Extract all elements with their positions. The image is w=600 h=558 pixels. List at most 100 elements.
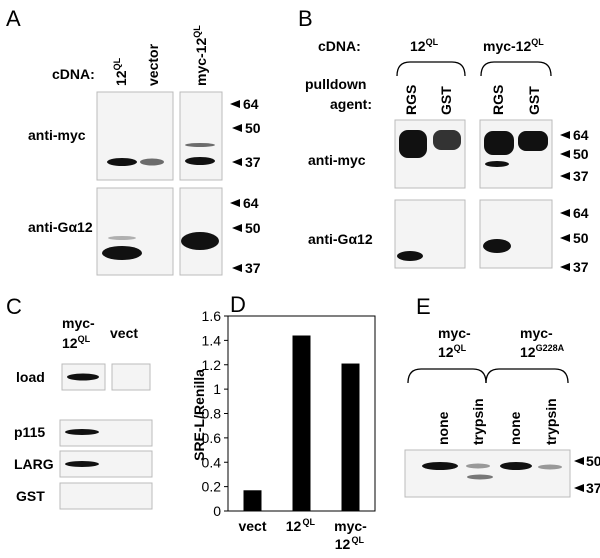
band: [185, 157, 215, 165]
cdna-label: cDNA:: [318, 38, 361, 54]
marker-label: 37: [245, 260, 261, 276]
band: [108, 236, 136, 240]
row-label: anti-Gα12: [28, 219, 93, 235]
panel-letter: A: [6, 6, 21, 31]
arrow: [560, 263, 570, 271]
lane-label: RGS: [490, 85, 506, 115]
group-sup: QL: [531, 37, 544, 47]
panel-letter: D: [230, 292, 246, 317]
panel-letter: E: [416, 294, 431, 319]
arrow: [560, 172, 570, 180]
y-tick-label: 1: [213, 381, 221, 397]
x-tick-label: 12: [286, 518, 302, 534]
lane-label: 12QL: [112, 57, 129, 86]
label-line: myc-: [334, 518, 367, 534]
band: [65, 429, 99, 435]
group-label: 12G228A: [520, 343, 565, 360]
arrow: [232, 264, 242, 272]
lane-text: 12: [113, 70, 129, 86]
group-label: myc-: [438, 325, 471, 341]
group-label: 12QL: [410, 37, 439, 54]
marker-label: 50: [573, 146, 589, 162]
row-label: anti-Gα12: [308, 231, 373, 247]
cdna-label: cDNA:: [52, 66, 95, 82]
band: [518, 131, 548, 151]
arrow: [560, 209, 570, 217]
bracket: [485, 368, 569, 384]
group-sup: QL: [454, 343, 467, 353]
marker-label: 64: [243, 96, 259, 112]
group-text: 12: [520, 344, 536, 360]
x-tick-label: myc- 12: [334, 518, 367, 552]
y-tick-label: 1.2: [202, 357, 222, 373]
lane-label: none: [507, 411, 523, 445]
lane-label: GST: [526, 86, 542, 115]
marker-label: 37: [573, 259, 589, 275]
marker-label: 50: [245, 120, 261, 136]
y-axis-title: SRE-L/Renilla: [191, 369, 207, 461]
arrow: [230, 199, 240, 207]
arrow: [230, 100, 240, 108]
arrow: [560, 150, 570, 158]
arrow: [574, 457, 584, 465]
lane-label: none: [435, 411, 451, 445]
group-text: 12: [410, 38, 426, 54]
label-line: 12: [335, 536, 351, 552]
lane-label: 12QL: [62, 334, 91, 351]
group-label: 12QL: [438, 343, 467, 360]
lane-sup: QL: [78, 334, 91, 344]
band: [500, 462, 532, 470]
band: [102, 246, 142, 260]
lane-label: trypsin: [543, 398, 559, 445]
row-label: p115: [14, 424, 45, 440]
bracket: [407, 368, 487, 384]
group-sup: QL: [426, 37, 439, 47]
band: [422, 462, 458, 470]
blot: [111, 363, 151, 391]
lane-sup: QL: [192, 25, 202, 38]
lane-text: vector: [145, 43, 161, 86]
lane-label: vector: [145, 43, 161, 86]
band: [181, 232, 219, 250]
blot: [179, 187, 223, 276]
group-label: myc-: [520, 325, 553, 341]
marker-label: 64: [573, 205, 589, 221]
band: [65, 461, 99, 467]
blot: [179, 91, 223, 181]
y-tick-label: 1.6: [202, 308, 222, 324]
group-label: myc-12QL: [483, 37, 544, 54]
bracket: [480, 61, 552, 77]
row-label: GST: [16, 488, 45, 504]
label-line: 12: [286, 518, 302, 534]
label-line: vect: [238, 518, 266, 534]
markers: 64 50 37 64 50 37: [230, 96, 261, 276]
marker-label: 37: [573, 168, 589, 184]
blot: [404, 449, 571, 498]
lane-label: myc-12QL: [192, 25, 209, 86]
y-tick-label: 0.4: [202, 454, 222, 470]
lane-sup: QL: [112, 57, 122, 70]
band: [467, 474, 493, 480]
marker-label: 64: [243, 195, 259, 211]
marker-label: 64: [573, 127, 589, 143]
y-tick-label: 0.6: [202, 430, 222, 446]
band: [140, 158, 164, 166]
row-label: anti-myc: [308, 152, 366, 168]
y-tick-label: 0.2: [202, 479, 222, 495]
blot: [59, 482, 153, 510]
blot: [96, 91, 174, 181]
lane-label: vect: [110, 325, 138, 341]
lane-label: GST: [438, 86, 454, 115]
marker-label: 37: [586, 480, 600, 496]
arrow: [232, 124, 242, 132]
x-tick-sup: QL: [303, 517, 316, 527]
bar: [292, 335, 311, 511]
lane-text: myc-12: [193, 38, 209, 86]
band: [485, 161, 509, 167]
arrow: [232, 158, 242, 166]
panel-letter: B: [298, 6, 313, 31]
band: [399, 130, 427, 158]
y-tick-label: 0.8: [202, 406, 222, 422]
